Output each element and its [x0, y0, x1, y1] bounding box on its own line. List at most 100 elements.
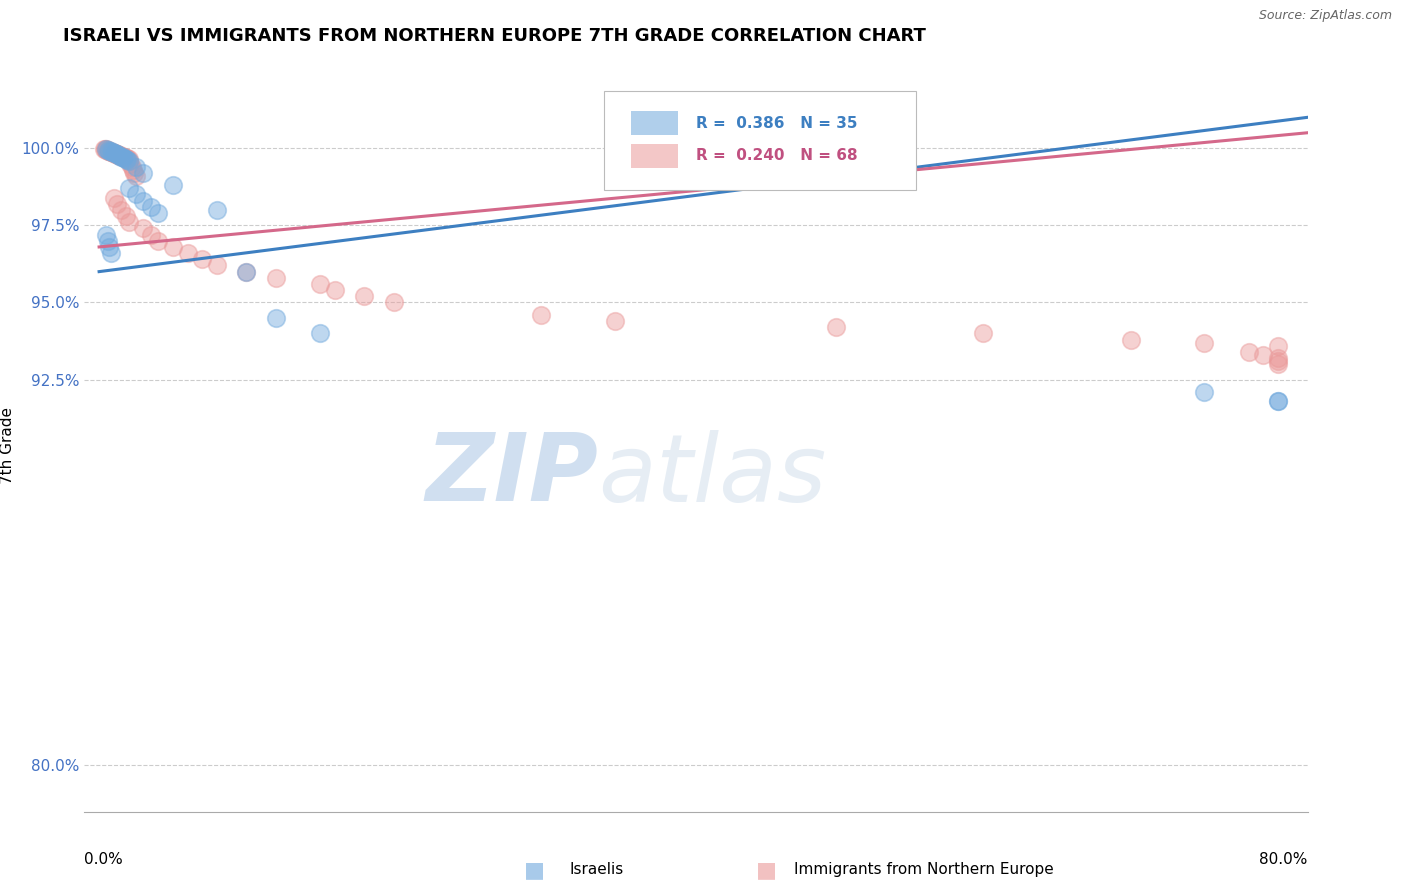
- Text: ■: ■: [756, 860, 776, 880]
- Point: [146, 206, 169, 220]
- Text: ■: ■: [524, 860, 544, 880]
- Point: [125, 160, 148, 174]
- Point: [1267, 351, 1289, 365]
- Point: [97, 143, 120, 157]
- Point: [1194, 384, 1216, 399]
- Bar: [631, 144, 678, 168]
- Point: [111, 150, 134, 164]
- Point: [114, 151, 136, 165]
- Point: [264, 270, 287, 285]
- Point: [162, 240, 184, 254]
- Point: [105, 147, 128, 161]
- Point: [125, 169, 148, 183]
- Point: [108, 148, 131, 162]
- Point: [115, 152, 138, 166]
- Point: [107, 147, 129, 161]
- Point: [105, 147, 128, 161]
- Point: [115, 153, 138, 167]
- Point: [117, 152, 139, 166]
- Point: [132, 166, 155, 180]
- Point: [122, 162, 145, 177]
- Point: [309, 277, 332, 291]
- Point: [1267, 394, 1289, 409]
- Point: [98, 145, 121, 159]
- Point: [105, 196, 128, 211]
- Point: [97, 144, 120, 158]
- Y-axis label: 7th Grade: 7th Grade: [0, 408, 14, 484]
- Point: [353, 289, 375, 303]
- Point: [205, 202, 228, 217]
- Point: [235, 265, 257, 279]
- Point: [103, 190, 125, 204]
- Point: [132, 221, 155, 235]
- Point: [97, 234, 120, 248]
- Point: [1267, 354, 1289, 368]
- Point: [103, 145, 125, 160]
- Point: [121, 160, 143, 174]
- Text: ZIP: ZIP: [425, 429, 598, 521]
- Point: [117, 215, 139, 229]
- Point: [100, 145, 122, 159]
- Point: [93, 142, 115, 156]
- Point: [132, 194, 155, 208]
- Text: Israelis: Israelis: [569, 863, 624, 877]
- Point: [972, 326, 994, 341]
- Text: R =  0.386   N = 35: R = 0.386 N = 35: [696, 116, 858, 130]
- Point: [112, 150, 135, 164]
- Point: [110, 149, 132, 163]
- Point: [107, 148, 129, 162]
- Point: [104, 146, 127, 161]
- Point: [114, 152, 136, 166]
- Point: [110, 149, 132, 163]
- Point: [176, 246, 198, 260]
- Point: [235, 265, 257, 279]
- Bar: [631, 111, 678, 136]
- Point: [323, 283, 346, 297]
- Text: 80.0%: 80.0%: [1260, 852, 1308, 867]
- Point: [1119, 333, 1142, 347]
- Point: [110, 149, 132, 163]
- Point: [530, 308, 553, 322]
- Point: [104, 146, 127, 161]
- Text: atlas: atlas: [598, 430, 827, 521]
- Point: [1267, 339, 1289, 353]
- Point: [117, 181, 139, 195]
- Point: [125, 187, 148, 202]
- Point: [112, 151, 135, 165]
- Point: [111, 150, 134, 164]
- Point: [96, 143, 118, 157]
- Point: [110, 202, 132, 217]
- Point: [603, 314, 626, 328]
- Point: [96, 143, 118, 157]
- Point: [112, 150, 135, 164]
- FancyBboxPatch shape: [605, 91, 917, 190]
- Point: [100, 145, 122, 159]
- Point: [100, 246, 122, 260]
- Point: [1267, 394, 1289, 409]
- Point: [104, 146, 127, 161]
- Text: Immigrants from Northern Europe: Immigrants from Northern Europe: [794, 863, 1054, 877]
- Text: 0.0%: 0.0%: [84, 852, 124, 867]
- Point: [309, 326, 332, 341]
- Point: [98, 144, 121, 158]
- Point: [101, 145, 124, 160]
- Point: [146, 234, 169, 248]
- Point: [114, 209, 136, 223]
- Point: [382, 295, 405, 310]
- Point: [107, 148, 129, 162]
- Point: [139, 227, 162, 242]
- Point: [103, 146, 125, 161]
- Point: [108, 149, 131, 163]
- Text: R =  0.240   N = 68: R = 0.240 N = 68: [696, 148, 858, 163]
- Point: [101, 145, 124, 160]
- Point: [108, 148, 131, 162]
- Point: [103, 145, 125, 160]
- Point: [105, 147, 128, 161]
- Point: [1194, 335, 1216, 350]
- Point: [264, 310, 287, 325]
- Point: [1253, 348, 1275, 362]
- Point: [1237, 344, 1260, 359]
- Point: [1267, 357, 1289, 371]
- Point: [117, 153, 139, 168]
- Point: [124, 166, 146, 180]
